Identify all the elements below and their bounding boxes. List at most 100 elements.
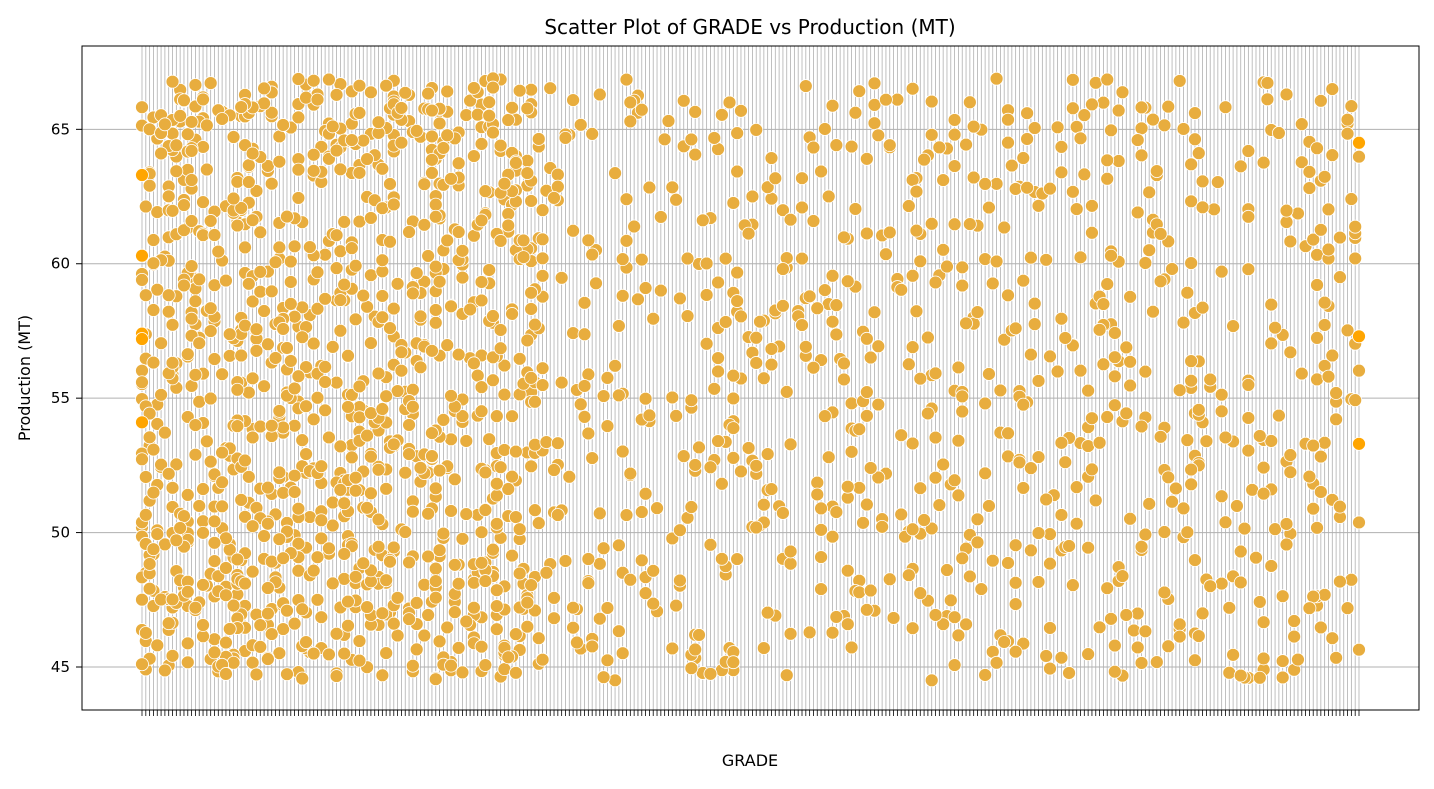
scatter-point <box>474 404 489 419</box>
scatter-point <box>1146 304 1160 319</box>
scatter-point <box>844 139 859 154</box>
scatter-point <box>428 259 443 274</box>
scatter-point <box>520 153 535 168</box>
scatter-point <box>177 278 191 293</box>
scatter-point <box>1100 153 1115 168</box>
scatter-point <box>1073 250 1088 265</box>
scatter-point <box>207 535 222 550</box>
scatter-point <box>1054 435 1069 450</box>
scatter-point <box>951 433 966 448</box>
scatter-point <box>348 312 363 327</box>
scatter-point <box>837 372 851 387</box>
scatter-point <box>154 336 168 351</box>
scatter-point <box>978 396 993 411</box>
scatter-point <box>180 655 195 670</box>
scatter-point <box>760 447 775 461</box>
scatter-point <box>489 476 504 491</box>
scatter-point <box>196 525 210 540</box>
scatter-point <box>905 268 920 283</box>
scatter-point <box>634 252 649 267</box>
scatter-point <box>535 203 550 218</box>
scatter-point <box>1214 404 1229 419</box>
scatter-point <box>1016 273 1031 288</box>
scatter-point <box>169 164 184 179</box>
scatter-point <box>821 450 836 465</box>
scatter-point <box>585 126 600 141</box>
scatter-point <box>352 165 367 180</box>
scatter-point <box>493 323 508 337</box>
scatter-point <box>756 371 771 386</box>
scatter-point <box>394 101 409 115</box>
scatter-point <box>478 658 493 672</box>
scatter-point <box>135 592 149 607</box>
scatter-point <box>859 331 874 346</box>
scatter-point <box>333 323 348 338</box>
scatter-point <box>825 529 840 544</box>
scatter-point <box>726 421 741 436</box>
scatter-point <box>722 95 737 110</box>
scatter-point <box>405 658 420 673</box>
scatter-point <box>493 138 508 153</box>
scatter-point <box>196 618 210 632</box>
scatter-point <box>1329 412 1344 427</box>
scatter-point <box>524 82 539 97</box>
scatter-point <box>215 475 230 490</box>
scatter-point <box>364 336 378 350</box>
scatter-point <box>375 161 390 176</box>
scatter-point <box>577 410 592 424</box>
scatter-point <box>219 635 233 650</box>
scatter-point <box>581 367 596 382</box>
scatter-point <box>638 486 653 501</box>
scatter-point <box>455 409 470 424</box>
scatter-point <box>295 602 310 617</box>
scatter-point <box>440 620 455 635</box>
scatter-point <box>459 507 474 521</box>
scatter-point <box>157 663 172 678</box>
scatter-point <box>1302 601 1317 616</box>
scatter-point <box>1100 410 1115 424</box>
scatter-point <box>459 108 474 123</box>
y-tick-label: 60 <box>51 255 70 273</box>
scatter-point <box>306 646 321 661</box>
scatter-point <box>566 93 581 108</box>
scatter-point <box>1264 297 1279 312</box>
scatter-point <box>516 233 531 248</box>
scatter-point <box>1096 357 1111 372</box>
scatter-point <box>314 531 329 546</box>
scatter-point <box>241 158 256 173</box>
scatter-point <box>1313 93 1328 108</box>
scatter-point <box>619 233 634 248</box>
scatter-point <box>287 309 302 324</box>
scatter-point <box>1149 164 1164 178</box>
scatter-point <box>1226 319 1241 333</box>
scatter-point <box>360 428 374 443</box>
scatter-point <box>276 420 291 435</box>
scatter-point <box>241 469 256 484</box>
scatter-point <box>1142 496 1157 511</box>
scatter-point <box>734 103 748 118</box>
scatter-point <box>1340 601 1355 616</box>
scatter-point <box>512 351 527 366</box>
scatter-point <box>379 573 394 588</box>
scatter-point <box>764 151 779 165</box>
scatter-point <box>528 437 542 452</box>
scatter-point <box>802 625 817 640</box>
scatter-point <box>1107 638 1122 653</box>
scatter-point <box>417 177 432 192</box>
scatter-point <box>417 217 432 232</box>
scatter-point <box>829 298 844 313</box>
scatter-point <box>1210 175 1225 190</box>
scatter-point <box>600 601 615 615</box>
scatter-point <box>535 268 550 283</box>
scatter-point <box>364 211 378 225</box>
scatter-point <box>150 205 165 220</box>
scatter-point <box>913 586 928 601</box>
scatter-point <box>989 655 1004 670</box>
scatter-point <box>478 574 493 588</box>
scatter-point <box>150 527 165 542</box>
scatter-point <box>283 354 298 368</box>
scatter-point <box>1085 225 1099 240</box>
scatter-point <box>386 540 401 555</box>
scatter-point <box>1310 141 1324 156</box>
scatter-point <box>287 616 302 631</box>
